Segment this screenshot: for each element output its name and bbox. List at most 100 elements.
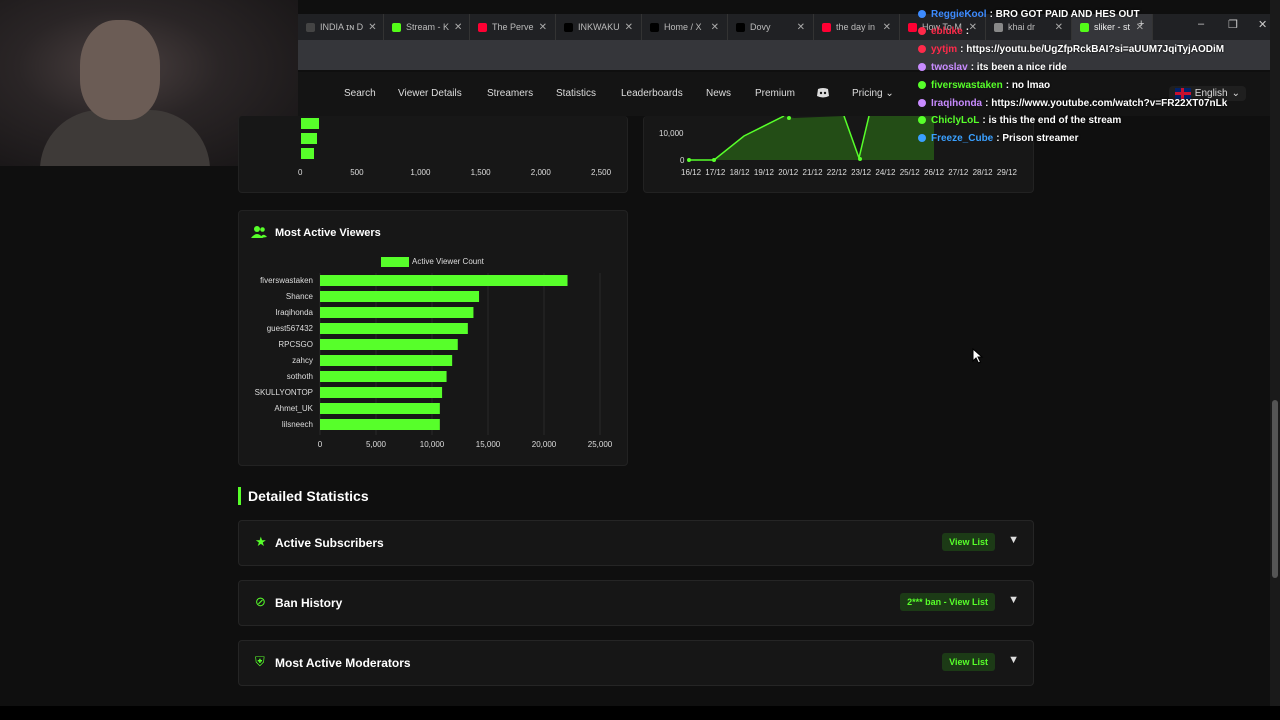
close-tab-icon[interactable]: ✕	[454, 21, 463, 33]
browser-tab[interactable]: khai dr ✕	[986, 14, 1072, 40]
x-tick-label: 24/12	[875, 168, 896, 177]
nav-statistics[interactable]: Statistics	[556, 88, 597, 99]
close-tab-icon[interactable]: ✕	[710, 21, 719, 33]
tab-label: How To M	[922, 22, 962, 32]
nav-pricing-label: Pricing	[852, 88, 883, 99]
restore-button[interactable]: ❐	[1228, 19, 1238, 31]
accordion-title: Ban History	[275, 596, 343, 610]
chart-bar	[301, 118, 320, 129]
webcam-overlay	[0, 0, 298, 166]
accordion-active-subscribers[interactable]: ★ Active Subscribers View List ▼	[238, 520, 1034, 566]
browser-tab[interactable]: Home / X ✕	[642, 14, 728, 40]
chart-bar	[320, 323, 468, 334]
nav-viewer-details[interactable]: Viewer Details	[398, 88, 462, 99]
browser-tab[interactable]: The Perve ✕	[470, 14, 556, 40]
x-tick-label: 5,000	[366, 440, 387, 449]
accordion-most-active-moderators[interactable]: ⛨ Most Active Moderators View List ▼	[238, 640, 1034, 686]
nav-leaderboards[interactable]: Leaderboards	[621, 88, 683, 99]
nav-search[interactable]: Search	[344, 88, 376, 99]
browser-tab[interactable]: Stream - K ✕	[384, 14, 470, 40]
chat-text: : Prison streamer	[996, 132, 1079, 144]
chat-username: Iraqihonda	[931, 97, 983, 109]
category-label: guest567432	[267, 324, 314, 333]
language-selector[interactable]: English ⌄	[1168, 86, 1246, 101]
accordion-ban-history[interactable]: ⊘ Ban History 2*** ban - View List ▼	[238, 580, 1034, 626]
nav-pricing[interactable]: Pricing ⌄	[852, 88, 894, 99]
chevron-down-icon[interactable]: ▼	[1008, 534, 1019, 546]
minimize-button[interactable]: –	[1198, 18, 1205, 30]
chevron-down-icon[interactable]: ▼	[1008, 594, 1019, 606]
chat-message: yytjm: https://youtu.be/UgZfpRckBAI?si=a…	[918, 42, 1224, 56]
scrollbar-thumb[interactable]	[1272, 400, 1278, 578]
view-list-button[interactable]: View List	[942, 533, 995, 551]
close-tab-icon[interactable]: ✕	[624, 21, 634, 33]
tab-label: khai dr	[1008, 22, 1036, 32]
tab-label: The Perve	[492, 22, 534, 32]
chat-message: ChiclyLoL: is this the end of the stream	[918, 113, 1121, 127]
tab-favicon-icon	[478, 22, 487, 32]
nav-streamers[interactable]: Streamers	[487, 88, 534, 99]
chat-message: ReggieKool: BRO GOT PAID AND HES OUT	[918, 7, 1140, 21]
most-active-viewers-bar-chart: 0 5,000 10,000 15,000 20,000 25,000 fiverswast…	[255, 273, 613, 449]
category-label: sothoth	[287, 372, 313, 381]
chart-bar	[320, 387, 443, 398]
chat-username: yytjm	[931, 43, 958, 55]
new-tab-button[interactable]: +	[1138, 18, 1145, 30]
language-label: English	[1194, 88, 1228, 99]
top-right-chart-card: 10,000 0 16/12 17/12 18/12 19/12 20/12 21/12 2…	[643, 116, 1034, 193]
browser-tab[interactable]: INKWAKU ✕	[556, 14, 642, 40]
close-tab-icon[interactable]: ✕	[1054, 21, 1063, 33]
browser-tab[interactable]: INDIA ɪɴ D ✕	[298, 14, 384, 40]
chat-text: : BRO GOT PAID AND HES OUT	[989, 8, 1140, 20]
tab-label: sliker - st	[1094, 22, 1130, 32]
most-active-viewers-title: Most Active Viewers	[275, 227, 381, 239]
nav-premium[interactable]: Premium	[755, 88, 796, 99]
chevron-down-icon: ⌄	[885, 88, 894, 99]
chat-text: : is this the end of the stream	[982, 114, 1122, 126]
tab-favicon-icon	[650, 22, 659, 32]
chart-bar	[320, 403, 440, 414]
address-bar[interactable]	[298, 40, 1280, 70]
tab-favicon-icon	[1080, 22, 1089, 32]
view-list-button[interactable]: View List	[942, 653, 995, 671]
browser-tab[interactable]: sliker - st ✕	[1072, 14, 1153, 40]
chat-username: Freeze_Cube	[931, 132, 994, 144]
nav-news[interactable]: News	[706, 88, 732, 99]
shield-icon: ⛨	[255, 654, 265, 669]
tab-label: the day in	[836, 22, 876, 32]
close-tab-icon[interactable]: ✕	[968, 21, 977, 33]
legend-label: Active Viewer Count	[412, 257, 484, 266]
close-tab-icon[interactable]: ✕	[368, 21, 377, 33]
tab-favicon-icon	[908, 22, 917, 32]
page-scrollbar[interactable]	[1270, 0, 1280, 720]
chart-bar	[301, 133, 317, 144]
tab-label: Home / X	[664, 22, 702, 32]
close-tab-icon[interactable]: ✕	[882, 21, 891, 33]
ban-view-list-button[interactable]: 2*** ban - View List	[900, 593, 995, 611]
browser-tab[interactable]: How To M ✕	[900, 14, 986, 40]
x-tick-label: 1,500	[470, 168, 491, 177]
category-label: lilsneech	[282, 420, 313, 429]
chat-message: ebluke:	[918, 24, 969, 38]
tab-favicon-icon	[564, 22, 573, 32]
chevron-down-icon[interactable]: ▼	[1008, 654, 1019, 666]
viewers-over-time-line-chart	[687, 116, 934, 162]
x-tick-label: 17/12	[705, 168, 726, 177]
browser-tab[interactable]: Dovy ✕	[728, 14, 814, 40]
close-tab-icon[interactable]: ✕	[1135, 21, 1144, 33]
tab-favicon-icon	[994, 22, 1003, 32]
discord-icon[interactable]	[816, 87, 830, 99]
x-tick-label: 1,000	[410, 168, 431, 177]
chat-text: : its been a nice ride	[970, 61, 1067, 73]
chart-point	[687, 158, 691, 162]
x-tick-label: 19/12	[753, 168, 774, 177]
close-window-button[interactable]: ✕	[1258, 19, 1268, 31]
browser-tab[interactable]: the day in ✕	[814, 14, 900, 40]
close-tab-icon[interactable]: ✕	[538, 21, 547, 33]
chat-username: twoslav	[931, 61, 968, 73]
chat-badge-icon	[918, 116, 926, 124]
category-label: fiverswastaken	[260, 276, 313, 285]
accordion-title: Most Active Moderators	[275, 656, 411, 670]
chat-badge-icon	[918, 10, 926, 18]
close-tab-icon[interactable]: ✕	[796, 21, 805, 33]
